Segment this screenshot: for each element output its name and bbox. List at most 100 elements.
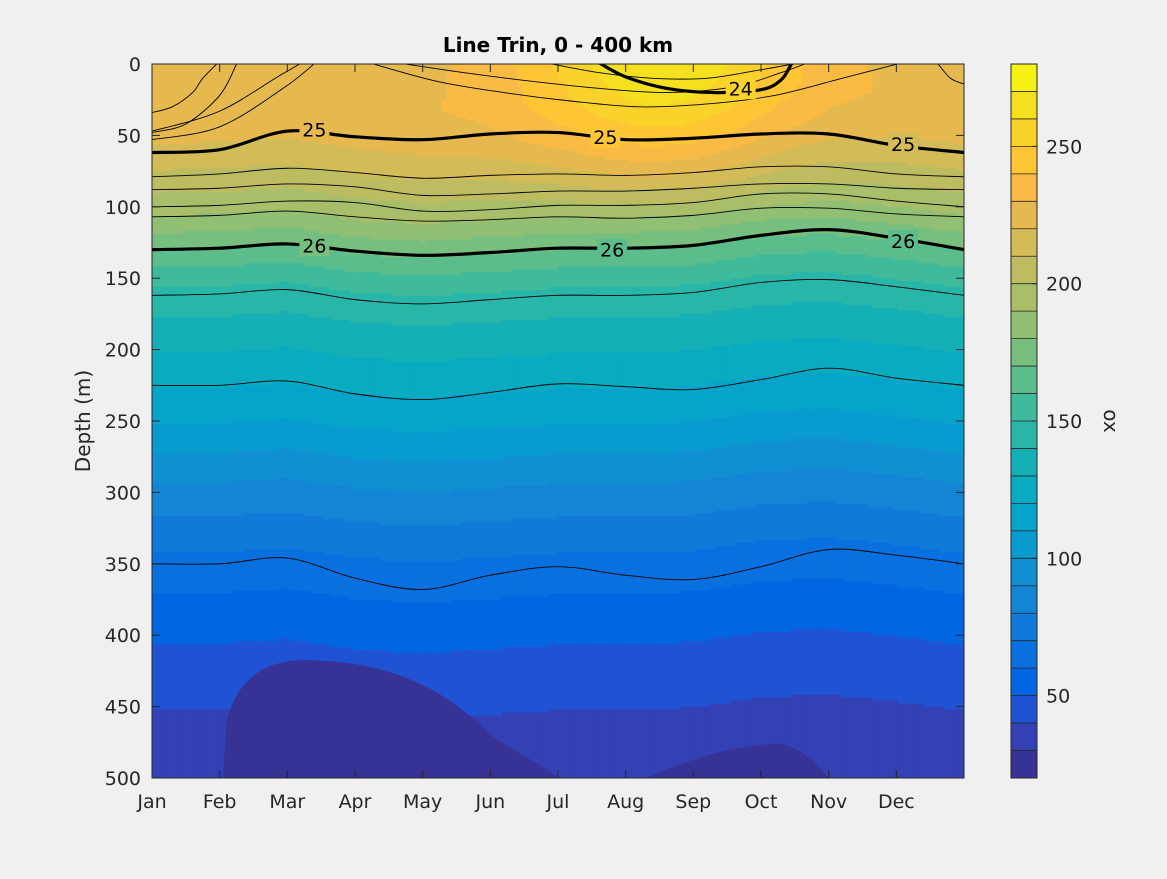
contour-fill-cell [273, 138, 280, 166]
contour-fill-cell [928, 548, 935, 592]
contour-fill-cell [684, 248, 691, 267]
contour-fill-cell [862, 236, 869, 255]
contour-fill-cell [862, 203, 869, 223]
contour-fill-cell [684, 450, 691, 482]
contour-fill-cell [603, 84, 610, 119]
contour-fill-cell [730, 147, 737, 166]
contour-fill-cell [852, 376, 859, 413]
contour-fill-cell [710, 447, 716, 479]
contour-fill-cell [426, 492, 432, 526]
contour-fill-cell [314, 423, 321, 455]
contour-fill-cell [187, 423, 194, 455]
contour-fill-cell [568, 215, 574, 235]
contour-fill-cell [410, 275, 417, 297]
contour-fill-cell [217, 453, 224, 485]
contour-fill-cell [618, 123, 625, 145]
colorbar-tick-label: 50 [1046, 686, 1070, 708]
contour-fill-cell [953, 516, 960, 553]
contour-fill-cell [852, 412, 859, 443]
contour-fill-cell [816, 272, 823, 303]
contour-fill-cell [172, 168, 178, 193]
contour-fill-cell [517, 712, 524, 778]
contour-fill-cell [517, 236, 524, 253]
contour-fill-cell [832, 373, 838, 410]
contour-fill-cell [867, 203, 874, 223]
contour-fill-cell [426, 296, 432, 327]
contour-fill-cell [157, 516, 163, 553]
contour-fill-cell [816, 251, 823, 273]
contour-fill-cell [446, 560, 453, 604]
contour-fill-cell [634, 126, 640, 145]
contour-fill-cell [877, 239, 884, 258]
contour-fill-cell [679, 174, 686, 190]
contour-fill-cell [639, 316, 645, 354]
contour-fill-cell [644, 287, 650, 318]
contour-fill-cell [415, 239, 422, 258]
contour-fill-cell [542, 269, 549, 291]
contour-fill-cell [867, 138, 874, 163]
contour-fill-cell [618, 316, 625, 354]
contour-fill-cell [466, 489, 473, 523]
contour-fill-cell [593, 316, 600, 354]
contour-fill-cell [563, 287, 569, 318]
contour-fill-cell [466, 239, 473, 255]
contour-fill-cell [268, 385, 275, 422]
contour-fill-cell [928, 64, 935, 142]
contour-fill-cell [669, 352, 676, 389]
contour-fill-cell [684, 203, 691, 217]
contour-fill-cell [623, 203, 630, 220]
contour-fill-cell [755, 540, 762, 583]
contour-fill-cell [537, 712, 544, 778]
contour-fill-cell [360, 254, 366, 273]
contour-fill-cell [471, 180, 478, 202]
contour-fill-cell [837, 254, 843, 273]
contour-fill-cell [563, 168, 569, 187]
contour-fill-cell [339, 236, 346, 253]
contour-fill-cell [766, 236, 772, 255]
contour-fill-cell [801, 373, 808, 410]
contour-fill-cell [436, 397, 442, 434]
contour-fill-cell [791, 126, 798, 148]
contour-fill-cell [324, 554, 331, 595]
contour-fill-cell [441, 203, 447, 223]
contour-fill-cell [689, 706, 696, 778]
contour-fill-cell [152, 64, 158, 145]
contour-fill-cell [740, 343, 747, 380]
contour-fill-cell [390, 296, 397, 327]
contour-label-background [299, 234, 330, 257]
contour-fill-cell [410, 462, 417, 493]
contour-fill-cell [847, 632, 853, 699]
contour-fill-cell [522, 319, 529, 357]
contour-fill-cell [740, 507, 747, 544]
contour-fill-cell [152, 388, 158, 425]
contour-fill-cell [299, 513, 305, 550]
contour-fill-cell [583, 108, 590, 139]
contour-fill-cell [238, 641, 244, 708]
contour-fill-cell [695, 159, 701, 175]
contour-fill-cell [420, 156, 427, 181]
contour-fill-cell [674, 453, 681, 485]
contour-fill-cell [766, 254, 772, 276]
contour-fill-cell [750, 581, 757, 633]
contour-fill-cell [380, 150, 387, 178]
contour-fill-cell [958, 287, 964, 318]
contour-fill-cell [512, 269, 519, 291]
contour-fill-cell [710, 114, 716, 139]
contour-fill-cell [735, 415, 742, 446]
contour-fill-cell [263, 284, 270, 315]
contour-fill-cell [360, 557, 366, 601]
contour-fill-cell [948, 248, 955, 267]
colorbar-tick-label: 200 [1046, 274, 1082, 296]
contour-fill-cell [659, 423, 666, 455]
contour-fill-cell [867, 471, 874, 508]
contour-fill-cell [588, 248, 595, 267]
contour-fill-cell [659, 266, 666, 288]
contour-fill-cell [182, 266, 189, 288]
contour-fill-cell [943, 551, 950, 595]
contour-fill-cell [847, 581, 853, 633]
contour-fill-cell [872, 584, 879, 636]
contour-fill-cell [903, 260, 909, 282]
contour-fill-cell [761, 206, 767, 223]
contour-fill-cell [314, 64, 321, 142]
contour-fill-cell [948, 551, 955, 595]
